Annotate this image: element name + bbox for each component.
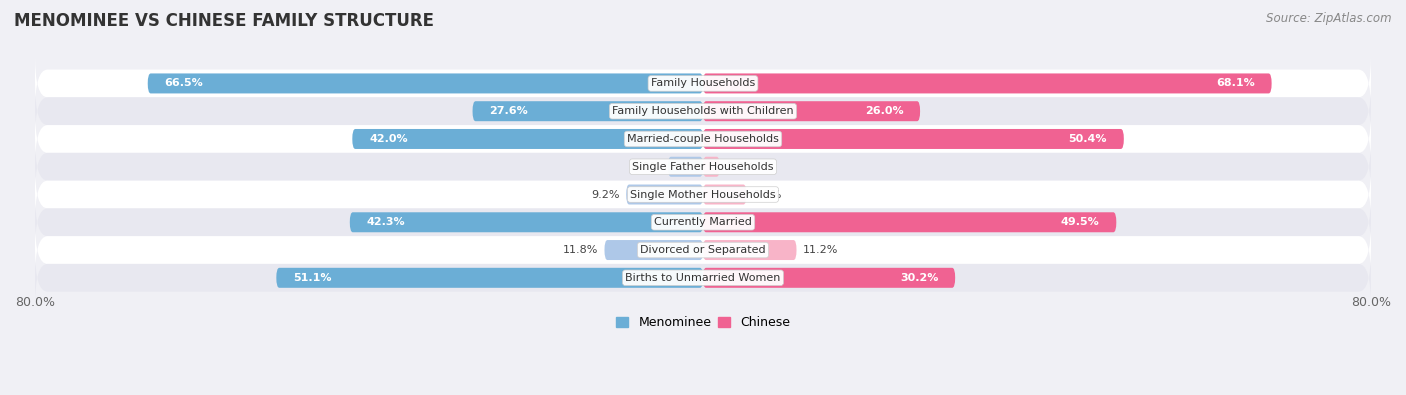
Text: 27.6%: 27.6%	[489, 106, 529, 116]
Text: Single Mother Households: Single Mother Households	[630, 190, 776, 199]
Text: 26.0%: 26.0%	[865, 106, 904, 116]
Text: 2.0%: 2.0%	[727, 162, 755, 172]
FancyBboxPatch shape	[350, 212, 703, 232]
FancyBboxPatch shape	[626, 184, 703, 205]
FancyBboxPatch shape	[703, 184, 747, 205]
FancyBboxPatch shape	[703, 157, 720, 177]
Text: Family Households: Family Households	[651, 79, 755, 88]
FancyBboxPatch shape	[703, 73, 1271, 94]
Text: 9.2%: 9.2%	[591, 190, 620, 199]
Text: Currently Married: Currently Married	[654, 217, 752, 227]
FancyBboxPatch shape	[703, 212, 1116, 232]
Text: 68.1%: 68.1%	[1216, 79, 1256, 88]
FancyBboxPatch shape	[35, 250, 1371, 306]
FancyBboxPatch shape	[277, 268, 703, 288]
FancyBboxPatch shape	[35, 83, 1371, 139]
FancyBboxPatch shape	[703, 101, 920, 121]
Text: Source: ZipAtlas.com: Source: ZipAtlas.com	[1267, 12, 1392, 25]
Text: Divorced or Separated: Divorced or Separated	[640, 245, 766, 255]
Text: MENOMINEE VS CHINESE FAMILY STRUCTURE: MENOMINEE VS CHINESE FAMILY STRUCTURE	[14, 12, 434, 30]
FancyBboxPatch shape	[35, 222, 1371, 278]
FancyBboxPatch shape	[605, 240, 703, 260]
FancyBboxPatch shape	[472, 101, 703, 121]
Text: 5.2%: 5.2%	[754, 190, 782, 199]
FancyBboxPatch shape	[35, 194, 1371, 250]
Legend: Menominee, Chinese: Menominee, Chinese	[610, 311, 796, 334]
FancyBboxPatch shape	[35, 56, 1371, 111]
Text: 42.0%: 42.0%	[368, 134, 408, 144]
FancyBboxPatch shape	[703, 240, 797, 260]
Text: Births to Unmarried Women: Births to Unmarried Women	[626, 273, 780, 283]
Text: 50.4%: 50.4%	[1069, 134, 1107, 144]
FancyBboxPatch shape	[703, 129, 1123, 149]
FancyBboxPatch shape	[148, 73, 703, 94]
FancyBboxPatch shape	[668, 157, 703, 177]
FancyBboxPatch shape	[35, 111, 1371, 167]
Text: 66.5%: 66.5%	[165, 79, 204, 88]
Text: 42.3%: 42.3%	[367, 217, 405, 227]
FancyBboxPatch shape	[703, 268, 955, 288]
Text: 11.8%: 11.8%	[562, 245, 598, 255]
Text: 30.2%: 30.2%	[900, 273, 938, 283]
Text: 49.5%: 49.5%	[1062, 217, 1099, 227]
Text: Married-couple Households: Married-couple Households	[627, 134, 779, 144]
Text: 11.2%: 11.2%	[803, 245, 838, 255]
Text: 51.1%: 51.1%	[292, 273, 332, 283]
Text: Single Father Households: Single Father Households	[633, 162, 773, 172]
Text: Family Households with Children: Family Households with Children	[612, 106, 794, 116]
FancyBboxPatch shape	[35, 167, 1371, 222]
Text: 4.2%: 4.2%	[633, 162, 661, 172]
FancyBboxPatch shape	[35, 139, 1371, 194]
FancyBboxPatch shape	[353, 129, 703, 149]
